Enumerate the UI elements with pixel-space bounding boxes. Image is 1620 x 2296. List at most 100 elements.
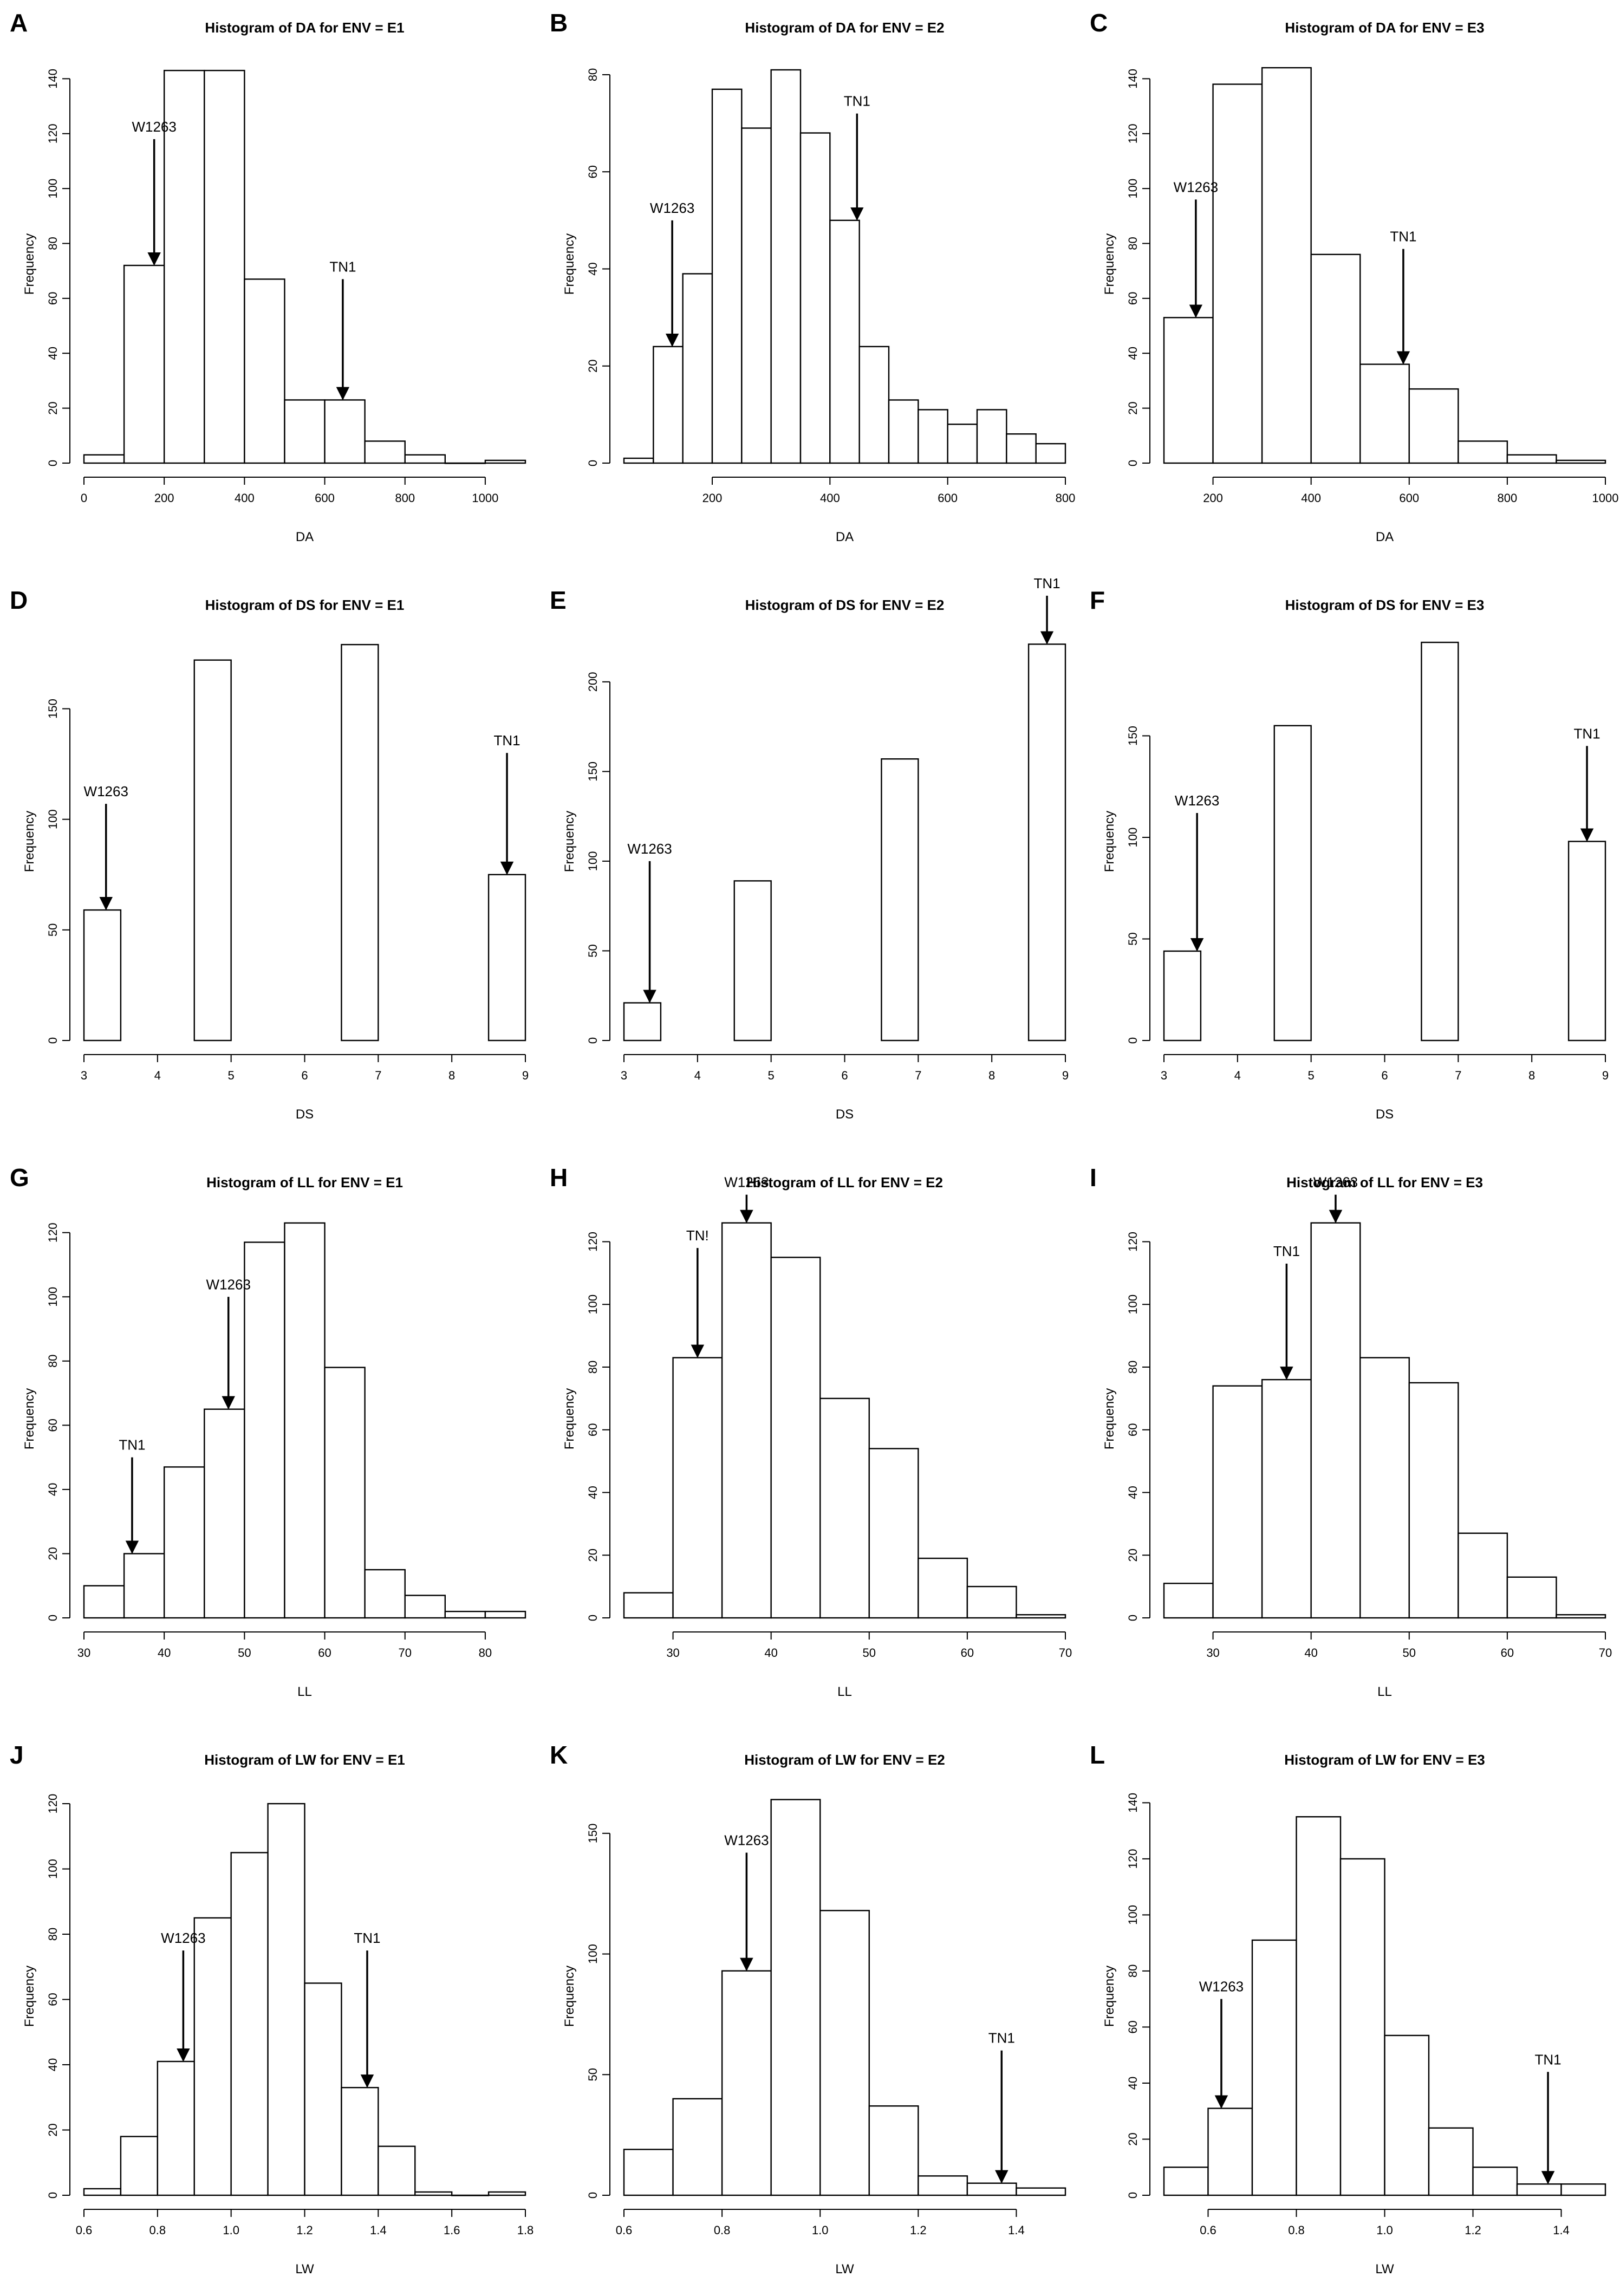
annotation-label: TN1 xyxy=(354,1930,380,1946)
histogram-bar xyxy=(623,1002,662,1042)
histogram-bar xyxy=(451,2194,490,2196)
x-axis-label: DA xyxy=(1376,530,1394,544)
histogram-bar xyxy=(881,758,919,1042)
y-axis-label: Frequency xyxy=(22,1966,37,2027)
y-tick-label: 60 xyxy=(46,292,60,305)
histogram-bar xyxy=(157,2060,195,2196)
y-tick-label: 50 xyxy=(586,2068,600,2081)
x-axis-label: LL xyxy=(837,1684,852,1699)
y-tick-label: 100 xyxy=(46,1287,60,1307)
x-tick-label: 5 xyxy=(768,1069,775,1082)
histogram-bar xyxy=(1163,317,1214,464)
x-tick-label: 1.2 xyxy=(910,2223,927,2237)
x-axis-label: DA xyxy=(296,530,314,544)
panel-letter: D xyxy=(10,586,28,614)
x-tick-label: 40 xyxy=(764,1646,777,1660)
y-axis-label: Frequency xyxy=(1102,1966,1117,2027)
panel-l: L Histogram of LW for ENV = E3 0.6 0.8 1.0 1.… xyxy=(1090,1741,1606,2277)
histogram-bar xyxy=(444,1610,486,1619)
y-tick-label: 40 xyxy=(586,1486,600,1499)
annotation-label: W1263 xyxy=(1199,1979,1244,1995)
annotation-label: W1263 xyxy=(132,119,176,135)
panel-i: I Histogram of LL for ENV = E3 30 40 50 60 70 L… xyxy=(1090,1163,1612,1699)
histogram-bar xyxy=(770,1799,821,2196)
y-axis-label: Frequency xyxy=(562,1966,577,2027)
panel-j: J Histogram of LW for ENV = E1 0.6 0.8 1.0 1.… xyxy=(10,1741,534,2277)
histogram-bar xyxy=(1016,1614,1066,1619)
x-tick-label: 8 xyxy=(448,1069,455,1082)
histogram-bar xyxy=(83,454,125,464)
histogram-bar xyxy=(918,2175,968,2196)
x-axis-label: LW xyxy=(295,2262,314,2277)
y-tick-label: 80 xyxy=(46,1928,60,1941)
histogram-bar xyxy=(976,409,1007,464)
annotation-label: W1263 xyxy=(1313,1174,1358,1191)
x-tick-label: 1.2 xyxy=(296,2223,313,2237)
x-tick-label: 800 xyxy=(395,491,415,505)
panel-letter: I xyxy=(1090,1163,1097,1192)
x-tick-label: 5 xyxy=(228,1069,235,1082)
histogram-bar xyxy=(1163,2167,1209,2196)
histogram-bar xyxy=(267,1803,305,2196)
x-tick-label: 600 xyxy=(1399,491,1419,505)
histogram-bar xyxy=(1163,1583,1214,1619)
y-tick-label: 80 xyxy=(1126,1965,1140,1978)
histogram-bar xyxy=(682,273,713,464)
x-tick-label: 7 xyxy=(915,1069,921,1082)
panel-letter: K xyxy=(550,1741,568,1769)
y-tick-label: 100 xyxy=(46,809,60,829)
histogram-bar xyxy=(1207,2108,1253,2196)
x-tick-label: 60 xyxy=(1501,1646,1514,1660)
y-tick-label: 120 xyxy=(46,1222,60,1243)
annotation-label: TN1 xyxy=(493,732,520,749)
histogram-bar xyxy=(741,127,772,464)
x-tick-label: 8 xyxy=(1528,1069,1535,1082)
y-axis-label: Frequency xyxy=(22,811,37,872)
y-tick-label: 50 xyxy=(46,923,60,936)
annotation-label: W1263 xyxy=(627,841,672,857)
x-tick-label: 7 xyxy=(375,1069,381,1082)
histogram-bar xyxy=(1296,1816,1342,2196)
histogram-bar xyxy=(721,1970,772,2196)
x-tick-label: 1.2 xyxy=(1465,2223,1481,2237)
histogram-bar xyxy=(1339,1858,1385,2196)
y-tick-label: 80 xyxy=(1126,1361,1140,1374)
x-tick-label: 4 xyxy=(1234,1069,1241,1082)
annotation-label: W1263 xyxy=(84,783,128,799)
x-tick-label: 5 xyxy=(1308,1069,1315,1082)
histogram-bar xyxy=(193,1917,232,2196)
x-tick-label: 400 xyxy=(1301,491,1321,505)
x-tick-label: 1.0 xyxy=(1376,2223,1393,2237)
x-tick-label: 80 xyxy=(479,1646,492,1660)
y-tick-label: 150 xyxy=(46,699,60,719)
histogram-bar xyxy=(364,440,406,464)
x-tick-label: 70 xyxy=(1059,1646,1072,1660)
x-tick-label: 8 xyxy=(988,1069,995,1082)
x-axis-label: LW xyxy=(1375,2262,1394,2277)
x-tick-label: 3 xyxy=(81,1069,87,1082)
y-tick-label: 0 xyxy=(46,1615,60,1621)
x-tick-label: 1000 xyxy=(472,491,498,505)
x-tick-label: 200 xyxy=(702,491,723,505)
histogram-bar xyxy=(819,1910,870,2196)
annotation-label: TN1 xyxy=(844,93,870,109)
histogram-bar xyxy=(653,346,684,464)
x-tick-label: 9 xyxy=(1062,1069,1069,1082)
x-tick-label: 0.6 xyxy=(1200,2223,1216,2237)
histogram-bar xyxy=(1310,253,1361,464)
y-tick-label: 40 xyxy=(1126,2077,1140,2090)
x-tick-label: 70 xyxy=(398,1646,411,1660)
histogram-bar xyxy=(1027,643,1066,1042)
y-tick-label: 140 xyxy=(1126,69,1140,89)
chart-title: Histogram of LW for ENV = E2 xyxy=(744,1752,945,1768)
x-tick-label: 30 xyxy=(77,1646,90,1660)
y-axis-label: Frequency xyxy=(1102,233,1117,295)
y-tick-label: 60 xyxy=(1126,2020,1140,2033)
x-tick-label: 1.0 xyxy=(812,2223,829,2237)
histogram-bar xyxy=(204,1408,245,1619)
histogram-bar xyxy=(1359,1357,1410,1619)
y-tick-label: 120 xyxy=(1126,123,1140,144)
x-tick-label: 50 xyxy=(238,1646,251,1660)
histogram-bar xyxy=(324,399,366,464)
y-tick-label: 100 xyxy=(1126,1905,1140,1925)
